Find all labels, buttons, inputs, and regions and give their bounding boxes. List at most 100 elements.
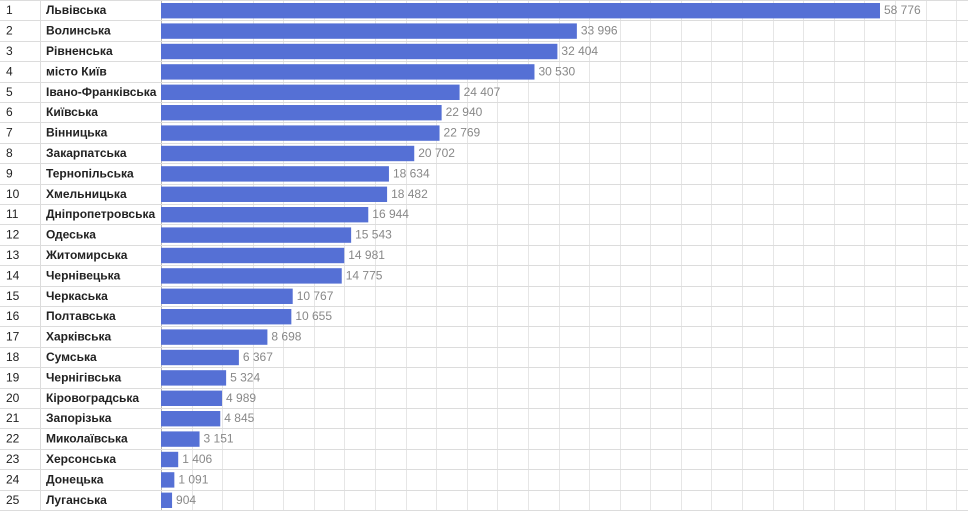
rank-label: 17 <box>6 330 20 344</box>
bar <box>161 84 460 100</box>
region-label: Донецька <box>46 472 104 486</box>
value-label: 8 698 <box>271 330 301 344</box>
value-label: 30 530 <box>538 64 575 78</box>
region-label: Харківська <box>46 330 111 344</box>
bar <box>161 227 352 243</box>
table-row: 7 Вінницька 22 769 <box>6 125 481 141</box>
value-label: 1 091 <box>178 472 208 486</box>
rank-label: 7 <box>6 126 13 140</box>
region-label: Дніпропетровська <box>46 207 155 221</box>
rank-label: 9 <box>6 166 13 180</box>
rank-label: 15 <box>6 289 20 303</box>
bar <box>161 207 369 223</box>
value-label: 3 151 <box>204 432 234 446</box>
region-label: Волинська <box>46 24 111 38</box>
rank-label: 14 <box>6 268 20 282</box>
chart-rows: 1 Львівська 58 776 2 Волинська 33 996 3 Рівненс… <box>6 3 921 508</box>
value-label: 22 769 <box>444 126 481 140</box>
rank-label: 21 <box>6 411 20 425</box>
region-label: Черкаська <box>46 289 108 303</box>
bar <box>161 43 558 60</box>
rank-label: 18 <box>6 350 20 364</box>
value-label: 18 634 <box>393 166 430 180</box>
region-label: Рівненська <box>46 44 113 58</box>
rank-label: 25 <box>6 493 20 507</box>
table-row: 2 Волинська 33 996 <box>6 23 618 39</box>
bar <box>161 166 389 182</box>
bar <box>161 3 880 19</box>
bar <box>161 125 440 141</box>
rank-label: 23 <box>6 452 20 466</box>
table-row: 16 Полтавська 10 655 <box>6 309 332 325</box>
region-label: Хмельницька <box>46 187 127 201</box>
table-row: 9 Тернопільська 18 634 <box>6 166 430 182</box>
table-row: 6 Київська 22 940 <box>6 105 483 121</box>
region-label: Сумська <box>46 350 97 364</box>
value-label: 32 404 <box>561 44 598 58</box>
rank-label: 12 <box>6 228 20 242</box>
value-label: 16 944 <box>372 207 409 221</box>
rank-label: 5 <box>6 85 13 99</box>
table-row: 21 Запорізька 4 845 <box>6 411 255 427</box>
table-row: 24 Донецька 1 091 <box>6 472 209 488</box>
bar <box>161 247 345 264</box>
value-label: 6 367 <box>243 350 273 364</box>
value-label: 22 940 <box>446 105 483 119</box>
rank-label: 24 <box>6 472 20 486</box>
table-row: 5 Івано-Франківська 24 407 <box>6 84 501 100</box>
value-label: 24 407 <box>464 85 501 99</box>
rank-label: 22 <box>6 432 20 446</box>
region-label: Івано-Франківська <box>46 85 157 99</box>
rank-label: 1 <box>6 3 13 17</box>
table-row: 3 Рівненська 32 404 <box>6 43 598 60</box>
region-label: Тернопільська <box>46 166 134 180</box>
value-label: 15 543 <box>355 228 392 242</box>
table-row: 18 Сумська 6 367 <box>6 349 273 366</box>
value-label: 20 702 <box>418 146 455 160</box>
table-row: 25 Луганська 904 <box>6 492 196 508</box>
value-label: 58 776 <box>884 3 921 17</box>
table-row: 1 Львівська 58 776 <box>6 3 921 19</box>
rank-label: 19 <box>6 370 20 384</box>
rank-label: 2 <box>6 24 13 38</box>
region-label: Вінницька <box>46 126 108 140</box>
table-row: 11 Дніпропетровська 16 944 <box>6 207 409 223</box>
table-row: 17 Харківська 8 698 <box>6 329 302 345</box>
value-label: 4 845 <box>224 411 254 425</box>
region-label: Херсонська <box>46 452 116 466</box>
bar <box>161 23 577 39</box>
value-label: 14 981 <box>348 248 385 262</box>
value-label: 904 <box>176 493 196 507</box>
bar <box>161 390 223 406</box>
bar <box>161 472 175 488</box>
rank-label: 4 <box>6 64 13 78</box>
region-label: Чернівецька <box>46 268 121 282</box>
value-label: 10 767 <box>297 289 334 303</box>
value-label: 4 989 <box>226 391 256 405</box>
rank-label: 16 <box>6 309 20 323</box>
region-label: Житомирська <box>45 248 128 262</box>
rank-label: 20 <box>6 391 20 405</box>
bar <box>161 451 179 468</box>
value-label: 1 406 <box>182 452 212 466</box>
bar <box>161 309 292 325</box>
region-label: Одеська <box>46 228 96 242</box>
region-label: Миколаївська <box>46 432 128 446</box>
bar <box>161 492 173 508</box>
bar <box>161 145 415 162</box>
table-row: 20 Кіровоградська 4 989 <box>6 390 256 406</box>
rank-label: 10 <box>6 187 20 201</box>
bar <box>161 64 535 80</box>
rank-label: 6 <box>6 105 13 119</box>
rank-label: 3 <box>6 44 13 58</box>
bar <box>161 288 293 304</box>
region-label: Київська <box>46 105 98 119</box>
table-row: 4 місто Київ 30 530 <box>6 64 575 80</box>
table-row: 8 Закарпатська 20 702 <box>6 145 455 162</box>
region-label: Чернігівська <box>46 370 121 384</box>
bar <box>161 105 442 121</box>
region-label: Запорізька <box>46 411 112 425</box>
table-row: 23 Херсонська 1 406 <box>6 451 213 468</box>
table-row: 13 Житомирська 14 981 <box>6 247 385 264</box>
